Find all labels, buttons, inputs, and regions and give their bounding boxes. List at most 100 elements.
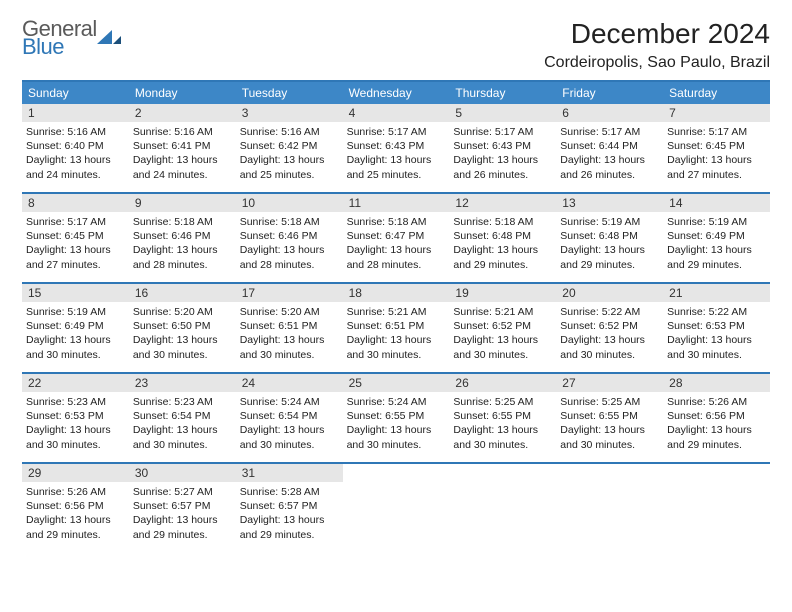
title-block: December 2024 Cordeiropolis, Sao Paulo, … [544,18,770,72]
calendar-week: 1 Sunrise: 5:16 AMSunset: 6:40 PMDaylight… [22,104,770,194]
calendar-cell: 17Sunrise: 5:20 AMSunset: 6:51 PMDayligh… [236,284,343,372]
location: Cordeiropolis, Sao Paulo, Brazil [544,54,770,72]
day-number: 1 [22,104,129,122]
calendar-cell: 25 Sunrise: 5:24 AMSunset: 6:55 PMDayligh… [343,374,450,462]
sun-info: Sunrise: 5:20 AMSunset: 6:50 PMDaylight:… [133,305,232,362]
calendar-cell: 9 Sunrise: 5:18 AMSunset: 6:46 PMDaylight… [129,194,236,282]
sun-info: Sunrise: 5:19 AMSunset: 6:49 PMDaylight:… [667,215,766,272]
day-number: 16 [129,284,236,302]
calendar-header-cell: Wednesday [343,82,450,104]
calendar-cell: 24 Sunrise: 5:24 AMSunset: 6:54 PMDayligh… [236,374,343,462]
calendar-cell: 13 Sunrise: 5:19 AMSunset: 6:48 PMDayligh… [556,194,663,282]
calendar-header-row: SundayMondayTuesdayWednesdayThursdayFrid… [22,82,770,104]
day-number: 28 [663,374,770,392]
calendar-cell: 29 Sunrise: 5:26 AMSunset: 6:56 PMDayligh… [22,464,129,552]
sun-info: Sunrise: 5:23 AMSunset: 6:53 PMDaylight:… [26,395,125,452]
sun-info: Sunrise: 5:16 AMSunset: 6:42 PMDaylight:… [240,125,339,182]
calendar-header-cell: Saturday [663,82,770,104]
calendar-cell: 7Sunrise: 5:17 AMSunset: 6:45 PMDaylight… [663,104,770,192]
calendar-cell [556,464,663,552]
sun-info: Sunrise: 5:16 AMSunset: 6:40 PMDaylight:… [26,125,125,182]
sun-info: Sunrise: 5:27 AMSunset: 6:57 PMDaylight:… [133,485,232,542]
day-number: 8 [22,194,129,212]
sun-info: Sunrise: 5:26 AMSunset: 6:56 PMDaylight:… [26,485,125,542]
calendar-header-cell: Monday [129,82,236,104]
sun-info: Sunrise: 5:24 AMSunset: 6:55 PMDaylight:… [347,395,446,452]
day-number: 23 [129,374,236,392]
calendar-cell: 31 Sunrise: 5:28 AMSunset: 6:57 PMDayligh… [236,464,343,552]
day-number: 14 [663,194,770,212]
logo: General Blue [22,18,123,58]
sun-info: Sunrise: 5:19 AMSunset: 6:49 PMDaylight:… [26,305,125,362]
day-number: 15 [22,284,129,302]
sun-info: Sunrise: 5:16 AMSunset: 6:41 PMDaylight:… [133,125,232,182]
calendar-week: 29 Sunrise: 5:26 AMSunset: 6:56 PMDayligh… [22,464,770,552]
day-number: 30 [129,464,236,482]
calendar-cell [343,464,450,552]
calendar-cell: 18 Sunrise: 5:21 AMSunset: 6:51 PMDayligh… [343,284,450,372]
calendar-week: 15 Sunrise: 5:19 AMSunset: 6:49 PMDayligh… [22,284,770,374]
calendar-cell: 16 Sunrise: 5:20 AMSunset: 6:50 PMDayligh… [129,284,236,372]
sun-info: Sunrise: 5:17 AMSunset: 6:43 PMDaylight:… [347,125,446,182]
calendar-cell: 19Sunrise: 5:21 AMSunset: 6:52 PMDayligh… [449,284,556,372]
day-number: 24 [236,374,343,392]
day-number: 26 [449,374,556,392]
calendar-cell: 14 Sunrise: 5:19 AMSunset: 6:49 PMDayligh… [663,194,770,282]
sun-info: Sunrise: 5:22 AMSunset: 6:52 PMDaylight:… [560,305,659,362]
sun-info: Sunrise: 5:25 AMSunset: 6:55 PMDaylight:… [453,395,552,452]
sun-info: Sunrise: 5:26 AMSunset: 6:56 PMDaylight:… [667,395,766,452]
calendar-cell: 21Sunrise: 5:22 AMSunset: 6:53 PMDayligh… [663,284,770,372]
calendar-cell [663,464,770,552]
calendar: SundayMondayTuesdayWednesdayThursdayFrid… [22,80,770,552]
calendar-cell: 15 Sunrise: 5:19 AMSunset: 6:49 PMDayligh… [22,284,129,372]
sun-info: Sunrise: 5:18 AMSunset: 6:48 PMDaylight:… [453,215,552,272]
sun-info: Sunrise: 5:18 AMSunset: 6:46 PMDaylight:… [240,215,339,272]
calendar-cell: 30 Sunrise: 5:27 AMSunset: 6:57 PMDayligh… [129,464,236,552]
sun-info: Sunrise: 5:19 AMSunset: 6:48 PMDaylight:… [560,215,659,272]
calendar-cell: 11Sunrise: 5:18 AMSunset: 6:47 PMDayligh… [343,194,450,282]
day-number: 3 [236,104,343,122]
sun-info: Sunrise: 5:23 AMSunset: 6:54 PMDaylight:… [133,395,232,452]
calendar-cell: 3 Sunrise: 5:16 AMSunset: 6:42 PMDaylight… [236,104,343,192]
calendar-header-cell: Thursday [449,82,556,104]
calendar-cell: 6 Sunrise: 5:17 AMSunset: 6:44 PMDaylight… [556,104,663,192]
calendar-cell: 22Sunrise: 5:23 AMSunset: 6:53 PMDayligh… [22,374,129,462]
day-number: 25 [343,374,450,392]
sun-info: Sunrise: 5:24 AMSunset: 6:54 PMDaylight:… [240,395,339,452]
calendar-cell: 4 Sunrise: 5:17 AMSunset: 6:43 PMDaylight… [343,104,450,192]
calendar-cell: 5 Sunrise: 5:17 AMSunset: 6:43 PMDaylight… [449,104,556,192]
day-number: 6 [556,104,663,122]
calendar-cell: 12Sunrise: 5:18 AMSunset: 6:48 PMDayligh… [449,194,556,282]
day-number: 9 [129,194,236,212]
sun-info: Sunrise: 5:28 AMSunset: 6:57 PMDaylight:… [240,485,339,542]
day-number: 11 [343,194,450,212]
logo-sail-icon [97,26,123,52]
calendar-week: 22Sunrise: 5:23 AMSunset: 6:53 PMDayligh… [22,374,770,464]
header: General Blue December 2024 Cordeiropolis… [22,18,770,72]
sun-info: Sunrise: 5:21 AMSunset: 6:51 PMDaylight:… [347,305,446,362]
day-number: 18 [343,284,450,302]
day-number: 4 [343,104,450,122]
calendar-week: 8Sunrise: 5:17 AMSunset: 6:45 PMDaylight… [22,194,770,284]
sun-info: Sunrise: 5:17 AMSunset: 6:44 PMDaylight:… [560,125,659,182]
sun-info: Sunrise: 5:22 AMSunset: 6:53 PMDaylight:… [667,305,766,362]
calendar-cell [449,464,556,552]
day-number: 31 [236,464,343,482]
day-number: 29 [22,464,129,482]
page-title: December 2024 [544,18,770,50]
sun-info: Sunrise: 5:25 AMSunset: 6:55 PMDaylight:… [560,395,659,452]
day-number: 13 [556,194,663,212]
day-number: 20 [556,284,663,302]
calendar-cell: 20 Sunrise: 5:22 AMSunset: 6:52 PMDayligh… [556,284,663,372]
sun-info: Sunrise: 5:18 AMSunset: 6:46 PMDaylight:… [133,215,232,272]
calendar-cell: 26 Sunrise: 5:25 AMSunset: 6:55 PMDayligh… [449,374,556,462]
calendar-cell: 2Sunrise: 5:16 AMSunset: 6:41 PMDaylight… [129,104,236,192]
logo-text: General Blue [22,18,97,58]
day-number: 5 [449,104,556,122]
calendar-cell: 8Sunrise: 5:17 AMSunset: 6:45 PMDaylight… [22,194,129,282]
sun-info: Sunrise: 5:20 AMSunset: 6:51 PMDaylight:… [240,305,339,362]
sun-info: Sunrise: 5:17 AMSunset: 6:43 PMDaylight:… [453,125,552,182]
sun-info: Sunrise: 5:17 AMSunset: 6:45 PMDaylight:… [667,125,766,182]
calendar-cell: 1 Sunrise: 5:16 AMSunset: 6:40 PMDaylight… [22,104,129,192]
day-number: 19 [449,284,556,302]
